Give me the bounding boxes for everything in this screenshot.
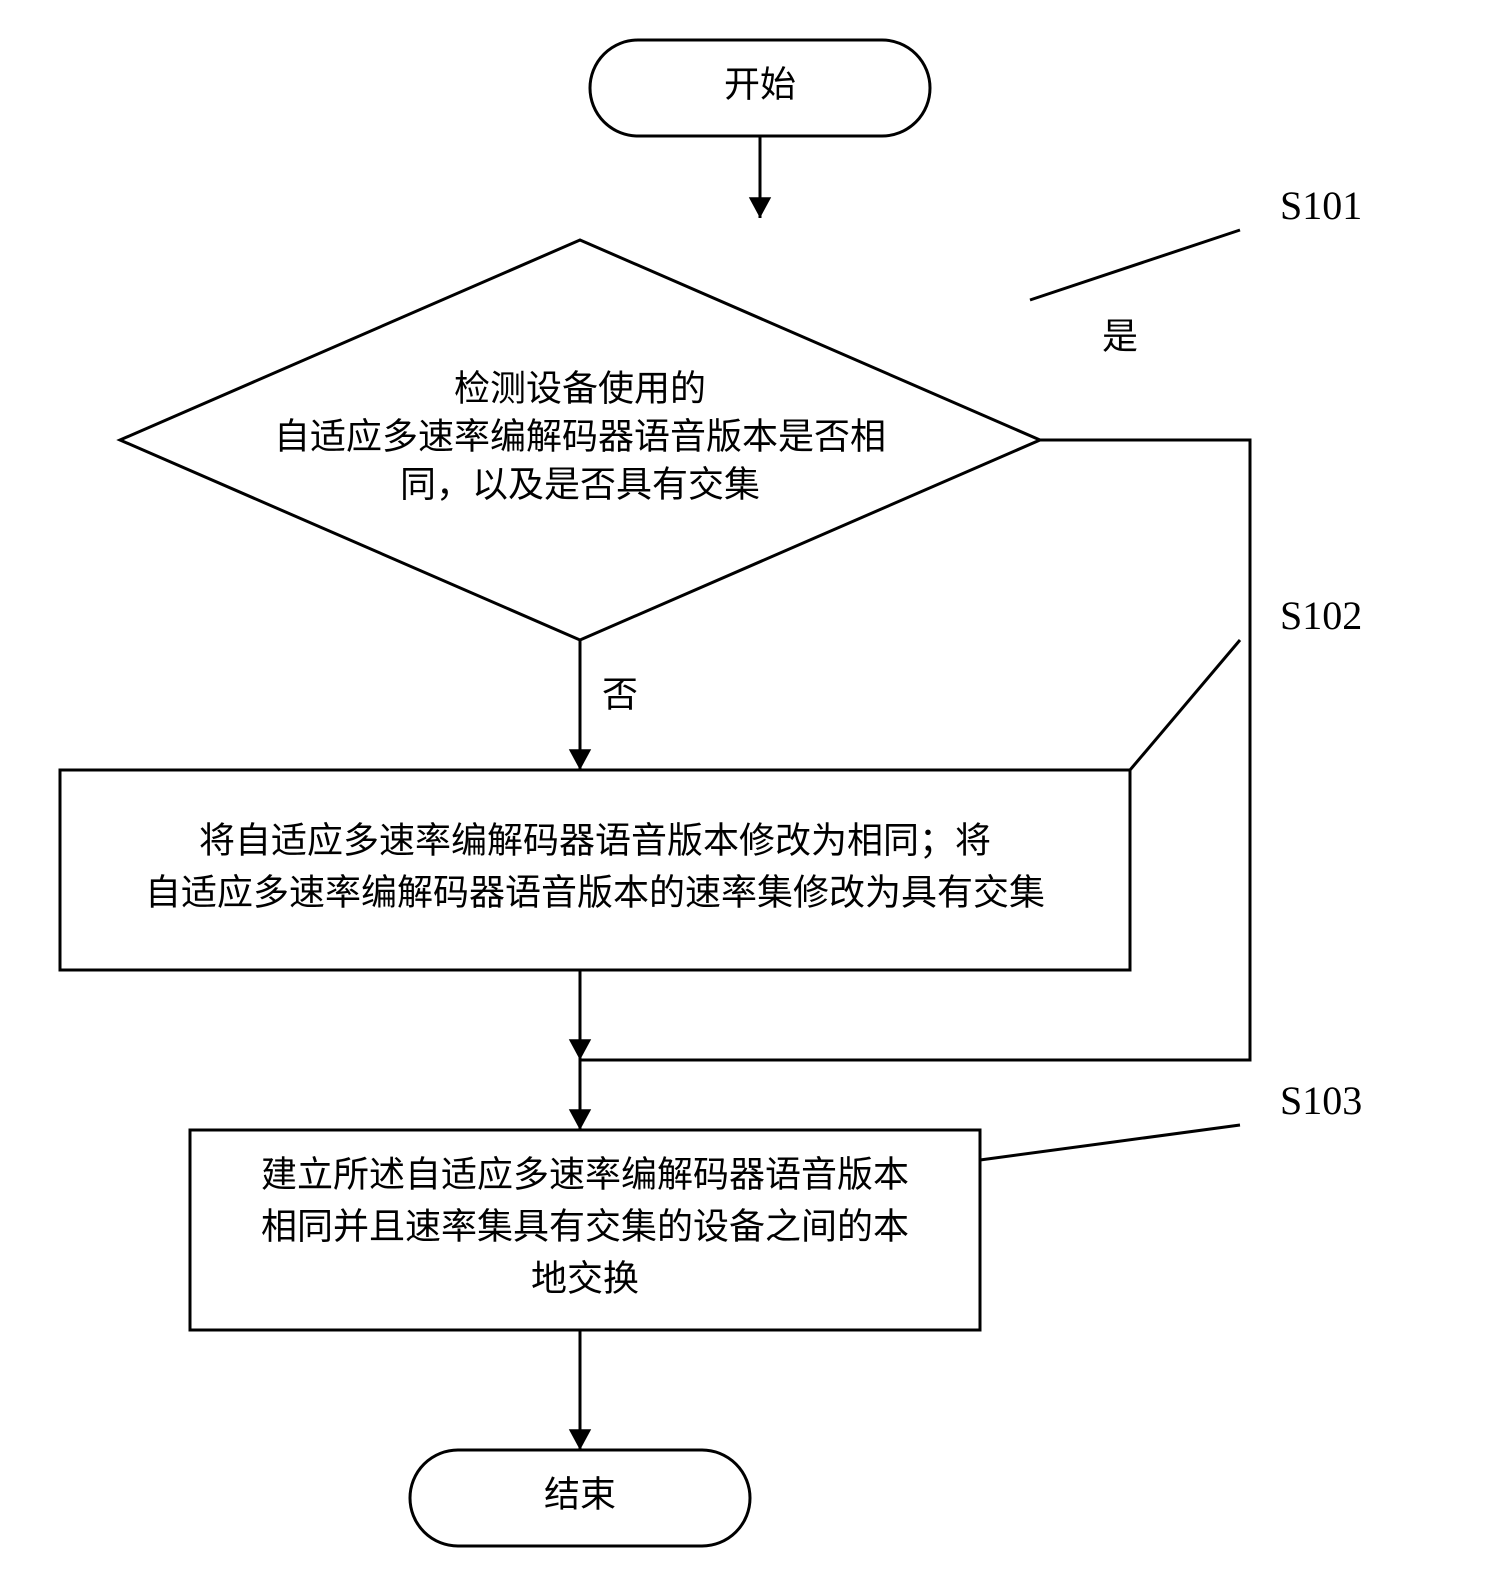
end-text: 结束 <box>544 1474 616 1514</box>
leader-S102 <box>1130 640 1240 770</box>
arrow-head <box>749 197 771 218</box>
edge-label-2: 是 <box>1102 316 1138 356</box>
step-label-S102: S102 <box>1280 593 1362 638</box>
edge-label-1: 否 <box>602 674 638 714</box>
step-label-S101: S101 <box>1280 183 1362 228</box>
arrow-head <box>569 1429 591 1450</box>
arrow-head <box>569 749 591 770</box>
leader-S101 <box>1030 230 1240 300</box>
arrow-head <box>569 1109 591 1130</box>
start-text: 开始 <box>724 64 796 104</box>
leader-S103 <box>980 1125 1240 1160</box>
step-label-S103: S103 <box>1280 1078 1362 1123</box>
process_modify-node <box>60 770 1130 970</box>
